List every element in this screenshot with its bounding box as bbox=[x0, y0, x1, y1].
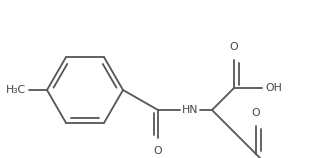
Text: O: O bbox=[230, 42, 238, 52]
Text: O: O bbox=[252, 108, 260, 118]
Text: O: O bbox=[154, 146, 162, 156]
Text: OH: OH bbox=[265, 83, 282, 93]
Text: H₃C: H₃C bbox=[6, 85, 26, 95]
Text: HN: HN bbox=[182, 105, 198, 115]
